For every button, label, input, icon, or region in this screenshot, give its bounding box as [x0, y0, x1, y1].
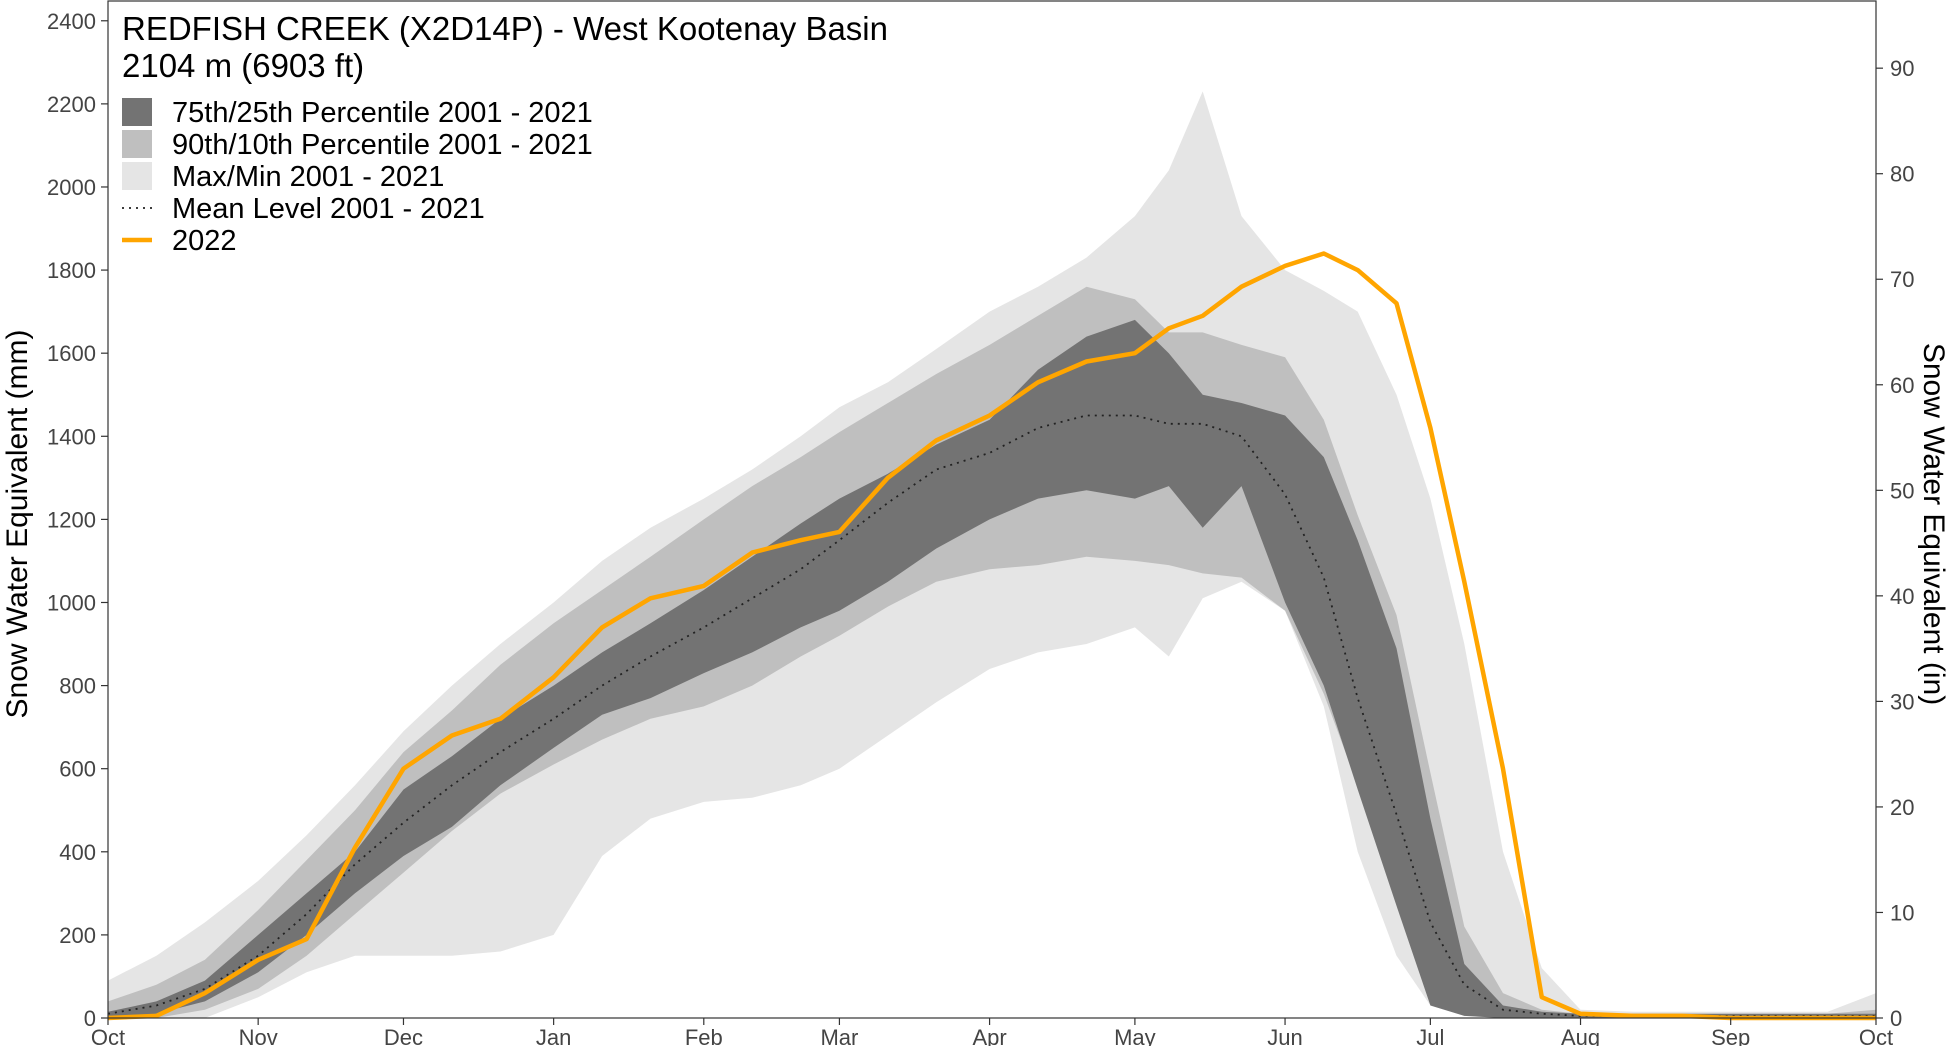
legend-swatch — [122, 98, 152, 126]
x-tick-label: Oct — [91, 1025, 125, 1046]
plot-frame — [107, 0, 1877, 1019]
y-axis-title-right: Snow Water Equivalent (in) — [1917, 343, 1950, 705]
legend-item-max-min-2001-2021: Max/Min 2001 - 2021 — [122, 161, 444, 193]
y-tick-label-left: 1000 — [47, 590, 96, 615]
legend-label: 75th/25th Percentile 2001 - 2021 — [172, 97, 593, 129]
x-tick-label: Apr — [972, 1025, 1006, 1046]
series-line-2022 — [107, 251, 1876, 1021]
axes-layer: 0200400600800100012001400160018002000220… — [47, 9, 1914, 1046]
y-tick-label-left: 200 — [59, 923, 96, 948]
y-tick-label-right: 40 — [1890, 584, 1914, 609]
y-tick-label-right: 0 — [1890, 1006, 1902, 1031]
legend-label: Max/Min 2001 - 2021 — [172, 161, 444, 193]
legend-label: 90th/10th Percentile 2001 - 2021 — [172, 129, 593, 161]
legend-item-75th-25th-percentile-2001-2021: 75th/25th Percentile 2001 - 2021 — [122, 97, 593, 129]
lines-layer — [107, 251, 1876, 1021]
legend-item-90th-10th-percentile-2001-2021: 90th/10th Percentile 2001 - 2021 — [122, 129, 593, 161]
band-75th-25th-percentile-2001-2021 — [108, 319, 1876, 1018]
y-tick-label-left: 1800 — [47, 258, 96, 283]
series-line-mean-level-2001-2021 — [107, 414, 1876, 1017]
legend-swatch — [122, 162, 152, 190]
x-tick-label: Oct — [1859, 1025, 1893, 1046]
legend-swatch — [122, 130, 152, 158]
x-tick-label: Nov — [239, 1025, 278, 1046]
x-tick-label: May — [1114, 1025, 1156, 1046]
chart-title: REDFISH CREEK (X2D14P) - West Kootenay B… — [122, 10, 888, 47]
legend-label: 2022 — [172, 225, 237, 257]
legend-label: Mean Level 2001 - 2021 — [172, 193, 485, 225]
y-tick-label-left: 600 — [59, 757, 96, 782]
y-tick-label-left: 1600 — [47, 341, 96, 366]
y-tick-label-left: 2200 — [47, 92, 96, 117]
x-tick-label: Jan — [536, 1025, 571, 1046]
legend-item-2022: 2022 — [122, 225, 237, 257]
y-tick-label-left: 2400 — [47, 9, 96, 34]
y-tick-label-left: 0 — [84, 1006, 96, 1031]
y-tick-label-right: 80 — [1890, 162, 1914, 187]
y-tick-label-left: 1400 — [47, 424, 96, 449]
y-tick-label-left: 400 — [59, 840, 96, 865]
y-tick-label-right: 90 — [1890, 56, 1914, 81]
legend: 75th/25th Percentile 2001 - 202190th/10t… — [122, 97, 593, 257]
y-tick-label-right: 70 — [1890, 267, 1914, 292]
x-tick-label: Mar — [820, 1025, 858, 1046]
x-tick-label: Sep — [1711, 1025, 1750, 1046]
y-tick-label-left: 2000 — [47, 175, 96, 200]
y-tick-label-right: 10 — [1890, 900, 1914, 925]
y-tick-label-right: 60 — [1890, 373, 1914, 398]
y-tick-label-left: 800 — [59, 674, 96, 699]
y-tick-label-right: 50 — [1890, 478, 1914, 503]
y-tick-label-right: 20 — [1890, 795, 1914, 820]
x-tick-label: Jul — [1416, 1025, 1444, 1046]
x-tick-label: Aug — [1561, 1025, 1600, 1046]
y-tick-label-right: 30 — [1890, 689, 1914, 714]
x-tick-label: Dec — [384, 1025, 423, 1046]
legend-item-mean-level-2001-2021: Mean Level 2001 - 2021 — [122, 193, 485, 225]
y-tick-label-left: 1200 — [47, 507, 96, 532]
bands-layer — [108, 91, 1876, 1018]
y-axis-title-left: Snow Water Equivalent (mm) — [1, 329, 34, 718]
x-tick-label: Feb — [685, 1025, 723, 1046]
x-tick-label: Jun — [1267, 1025, 1302, 1046]
chart-subtitle: 2104 m (6903 ft) — [122, 47, 364, 84]
